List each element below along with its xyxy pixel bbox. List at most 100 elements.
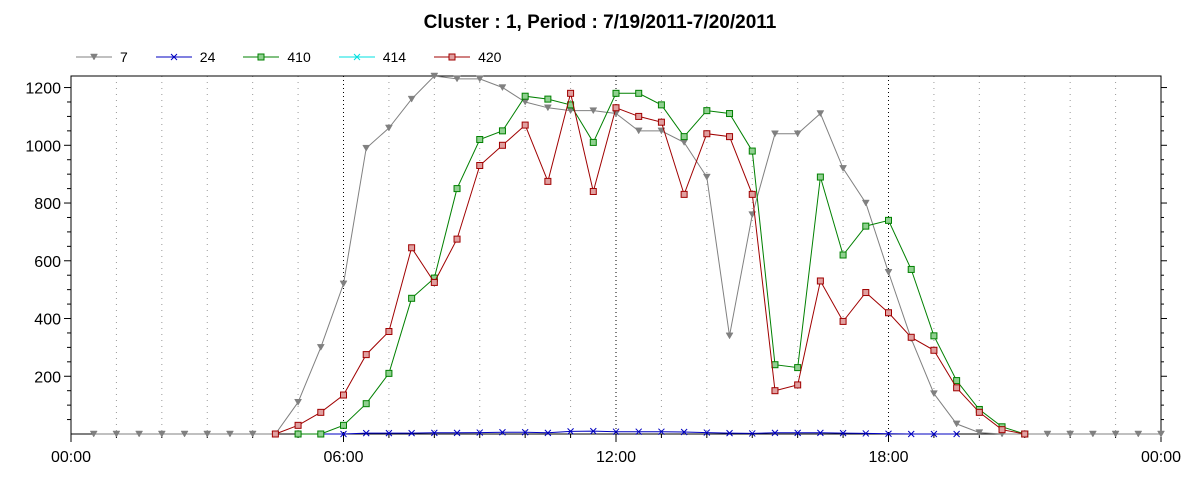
data-point: [907, 265, 915, 273]
data-point: [340, 391, 347, 399]
data-point: [657, 101, 665, 109]
data-point: [385, 429, 393, 437]
data-point: [408, 294, 416, 302]
data-point: [589, 138, 597, 146]
data-point: [680, 133, 688, 141]
data-point: [885, 430, 892, 438]
data-point: [748, 430, 756, 437]
data-point: [340, 421, 347, 429]
data-point: [953, 384, 961, 392]
data-point: [544, 429, 552, 437]
data-point: [135, 430, 144, 438]
data-point: [748, 147, 756, 155]
data-point: [90, 53, 98, 61]
legend-swatch: [434, 53, 471, 61]
data-point: [294, 398, 303, 406]
data-point: [521, 92, 529, 100]
y-tick-label: 400: [34, 312, 61, 329]
data-point: [816, 277, 824, 285]
y-tick-label: 800: [34, 196, 61, 213]
x-tick-label: 18:00: [868, 449, 908, 466]
data-point: [839, 317, 847, 325]
data-point: [680, 428, 688, 436]
data-point: [907, 333, 915, 341]
data-point: [499, 428, 506, 436]
data-point: [929, 390, 938, 398]
data-point: [317, 430, 325, 438]
y-tick-label: 1000: [25, 138, 61, 155]
data-point: [861, 199, 870, 207]
data-point: [794, 429, 802, 437]
series-420: [271, 89, 1029, 438]
y-tick-label: 1200: [25, 81, 61, 98]
data-point: [680, 139, 689, 146]
legend-item-7: 7: [76, 49, 128, 65]
series-line-7: [93, 75, 1161, 435]
data-point: [567, 428, 574, 435]
grid: [115, 76, 1117, 434]
data-point: [476, 136, 484, 144]
data-point: [362, 351, 370, 359]
legend-label: 414: [382, 49, 407, 65]
data-point: [567, 89, 575, 97]
data-point: [294, 430, 302, 438]
data-point: [1021, 430, 1029, 438]
data-point: [952, 420, 961, 428]
data-point: [1157, 430, 1165, 438]
data-point: [998, 426, 1006, 434]
data-point: [703, 130, 711, 138]
legend-label: 24: [199, 49, 216, 65]
data-point: [635, 89, 643, 97]
data-point: [794, 381, 802, 389]
data-point: [1043, 430, 1052, 438]
data-point: [794, 364, 802, 372]
legend-item-24: 24: [155, 49, 216, 65]
data-point: [362, 429, 370, 437]
x-tick-label: 12:00: [596, 449, 636, 466]
x-tick-label: 00:00: [51, 449, 91, 466]
data-point: [612, 104, 620, 112]
data-point: [1088, 430, 1097, 438]
axes: 200 400 600 800 1000 1200 00:00 06:00 12:00 18:00…: [25, 81, 1181, 466]
legend-label: 420: [478, 49, 502, 65]
data-point: [340, 430, 347, 438]
data-point: [771, 130, 779, 138]
data-point: [907, 430, 915, 438]
data-point: [930, 332, 938, 340]
data-point: [953, 377, 961, 385]
data-point: [726, 429, 733, 437]
data-point: [407, 95, 416, 103]
legend: 7 24 410 414 420: [76, 47, 529, 67]
data-point: [703, 107, 711, 115]
data-point: [589, 187, 597, 195]
data-point: [839, 165, 848, 172]
data-point: [1134, 430, 1143, 438]
data-point: [862, 289, 870, 297]
legend-swatch: [243, 53, 280, 61]
data-point: [930, 430, 938, 438]
data-point: [271, 430, 279, 438]
chart-title: Cluster : 1, Period : 7/19/2011-7/20/201…: [423, 12, 777, 33]
x-tick-label: 06:00: [323, 449, 363, 466]
data-point: [498, 141, 506, 149]
data-point: [362, 400, 370, 408]
data-point: [475, 75, 484, 83]
data-point: [589, 427, 597, 435]
data-point: [521, 121, 529, 129]
data-point: [658, 428, 665, 436]
data-point: [725, 332, 734, 340]
legend-item-410: 410: [243, 49, 311, 65]
data-point: [862, 222, 870, 230]
data-point: [294, 421, 302, 429]
data-point: [793, 130, 802, 138]
data-point: [702, 173, 711, 181]
legend-swatch: [155, 53, 192, 61]
data-point: [885, 216, 892, 224]
series-7: [89, 72, 1165, 438]
data-point: [453, 235, 461, 243]
data-point: [385, 328, 393, 336]
data-point: [476, 162, 484, 169]
data-point: [884, 269, 893, 276]
data-point: [635, 428, 643, 436]
